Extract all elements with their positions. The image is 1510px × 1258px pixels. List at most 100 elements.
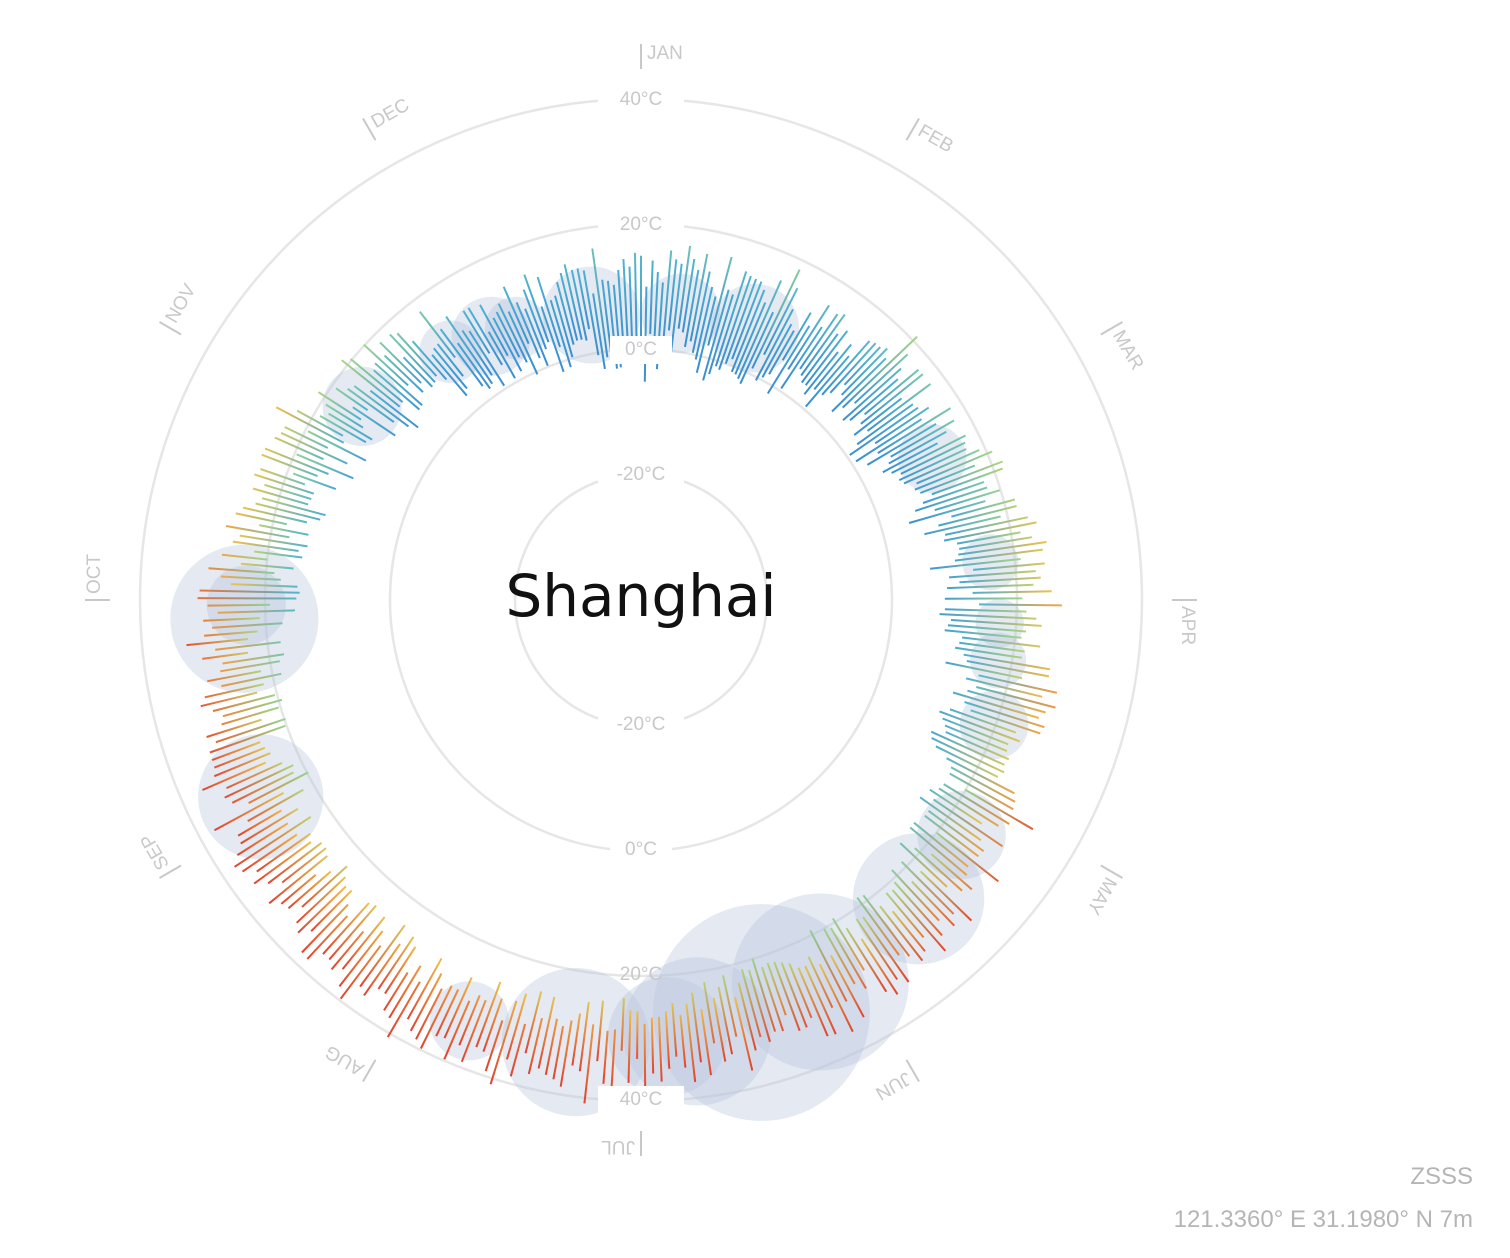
temp-bar-day-167: [748, 969, 771, 1043]
temp-bar-day-85: [954, 548, 1043, 562]
temp-bar-day-141: [893, 881, 943, 937]
temp-bar-day-346: [523, 274, 550, 343]
temp-bar-day-148: [862, 916, 910, 983]
temp-bar-day-222: [338, 930, 384, 988]
temp-bar-day-350: [554, 295, 574, 358]
temp-bar-day-261: [200, 691, 258, 708]
temp-bar-day-312: [353, 385, 410, 428]
ring-label-bottom-40: 40°C: [620, 1089, 662, 1110]
temp-bar-day-111: [970, 709, 1041, 735]
temp-bar-day-157: [818, 963, 854, 1033]
temp-bar-day-76: [908, 500, 986, 524]
temp-bar-day-42: [805, 355, 850, 408]
temp-bar-day-175: [700, 1008, 712, 1076]
month-label-jul: JUL: [601, 1136, 635, 1157]
temp-bar-day-169: [737, 982, 757, 1051]
temp-bar-day-189: [596, 1000, 604, 1062]
temp-bar-day-265: [220, 660, 280, 673]
temp-bar-day-357: [592, 293, 606, 370]
temp-bar-day-266: [222, 653, 285, 665]
temp-bar-day-325: [431, 354, 468, 397]
temp-bar-day-79: [924, 515, 1001, 536]
temp-bar-day-150: [860, 938, 899, 995]
temp-bar-day-120: [946, 757, 1015, 795]
temp-bar-day-103: [966, 660, 1050, 678]
temp-bar-day-180: [664, 1011, 671, 1069]
temp-bar-day-264: [207, 670, 262, 683]
temp-bar-day-328: [419, 310, 456, 359]
temp-bar-day-272: [203, 617, 260, 622]
temp-bar-day-132: [913, 821, 969, 868]
temp-bar-day-194: [552, 1026, 565, 1080]
temp-bar-day-288: [242, 506, 308, 524]
temp-bar-day-22: [731, 281, 763, 360]
temp-bar-day-215: [388, 965, 422, 1019]
temp-bar-day-34: [787, 304, 830, 370]
temp-bar-day-104: [945, 661, 1023, 680]
temp-bar-day-84: [958, 541, 1047, 556]
temp-bar-day-281: [221, 553, 268, 561]
temp-bar-day-337: [479, 304, 509, 357]
month-label-dec: DEC: [368, 95, 413, 133]
month-label-aug: AUG: [322, 1041, 368, 1080]
temp-bar-day-91: [972, 590, 1052, 594]
temp-bar-day-183: [643, 1023, 647, 1090]
temp-bar-day-296: [261, 453, 318, 478]
temp-bar-day-297: [264, 447, 329, 476]
temp-bar-day-345: [522, 289, 548, 350]
temp-bar-day-262: [204, 683, 264, 699]
temp-bar-day-190: [583, 1024, 595, 1104]
temp-bar-day-269: [186, 638, 249, 647]
temp-bar-day-145: [879, 905, 924, 962]
temp-bar-day-348: [536, 276, 561, 348]
temp-bar-day-245: [247, 788, 304, 822]
station-coordinates: 121.3360° E 31.1980° N 7m: [1173, 1206, 1473, 1233]
temp-bar-day-249: [224, 764, 294, 799]
temp-bar-day-218: [377, 936, 415, 990]
temp-bar-day-305: [319, 415, 367, 444]
temp-bar-day-105: [978, 674, 1058, 694]
temp-bar-day-142: [891, 889, 947, 952]
temp-bar-day-179: [671, 1003, 678, 1057]
temp-bar-day-53: [860, 373, 924, 425]
temp-bar-day-362: [617, 269, 625, 347]
temp-bar-day-94: [944, 608, 1027, 613]
temp-bar-day-66: [900, 441, 966, 475]
temp-bar-day-185: [627, 1010, 632, 1083]
temp-bar-day-130: [924, 814, 979, 858]
temp-bar-day-123: [964, 788, 1034, 831]
temp-bar-day-23: [730, 289, 766, 373]
temp-bar-day-231: [296, 876, 346, 924]
temp-bar-day-59: [855, 418, 923, 463]
temp-bar-day-246: [214, 792, 285, 832]
temp-bar-day-144: [891, 910, 926, 952]
temp-bar-day-200: [505, 993, 528, 1060]
temp-bar-day-256: [215, 717, 286, 744]
precipitation-bubbles: [170, 266, 1029, 1121]
temp-bar-day-234: [280, 874, 317, 905]
temp-bar-day-163: [773, 961, 801, 1032]
temp-bar-day-277: [230, 583, 298, 588]
temp-bar-day-146: [862, 894, 911, 957]
temp-bar-day-136: [899, 842, 948, 888]
month-tick-jun: [905, 1059, 920, 1083]
month-label-may: MAY: [1082, 873, 1120, 918]
month-label-jan: JAN: [647, 43, 683, 64]
temp-bar-day-116: [945, 731, 1010, 761]
temp-bar-day-220: [359, 924, 406, 988]
ring-label-bottom-minus20: -20°C: [617, 714, 666, 735]
temp-bar-day-46: [840, 347, 888, 396]
temp-bar-day-108: [967, 689, 1046, 714]
temp-bar-day-101: [955, 646, 1023, 659]
temp-bar-day-117: [930, 730, 1005, 766]
temp-bar-day-156: [809, 930, 848, 1002]
temp-bar-day-353: [563, 264, 583, 340]
temp-bar-day-316: [373, 369, 421, 411]
station-code: ZSSS: [1410, 1163, 1473, 1190]
temp-bar-day-285: [225, 525, 290, 539]
ring-labels: 40°C 20°C 0°C -20°C -20°C 0°C 20°C 40°C: [598, 86, 684, 1114]
temp-bar-day-227: [306, 915, 349, 960]
temp-bar-day-268: [215, 641, 281, 651]
temp-bar-day-284: [239, 534, 308, 548]
temp-bar-day-152: [832, 917, 865, 971]
